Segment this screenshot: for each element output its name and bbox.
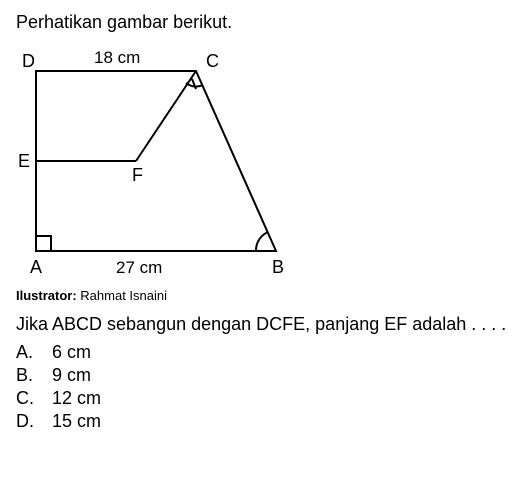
option-d: D. 15 cm — [16, 411, 507, 432]
option-letter: B. — [16, 365, 38, 386]
option-letter: C. — [16, 388, 38, 409]
option-c: C. 12 cm — [16, 388, 507, 409]
svg-text:27 cm: 27 cm — [116, 258, 162, 277]
option-text: 12 cm — [52, 388, 101, 409]
answer-options: A. 6 cm B. 9 cm C. 12 cm D. 15 cm — [16, 342, 507, 432]
svg-text:D: D — [22, 51, 35, 71]
illustrator-credit: Ilustrator: Rahmat Isnaini — [16, 288, 507, 303]
option-text: 9 cm — [52, 365, 91, 386]
svg-text:B: B — [272, 257, 284, 277]
svg-text:F: F — [132, 165, 143, 185]
option-letter: A. — [16, 342, 38, 363]
geometry-figure: A B C D E F 18 cm 27 cm — [16, 41, 507, 286]
option-text: 6 cm — [52, 342, 91, 363]
svg-text:A: A — [30, 257, 42, 277]
illustrator-name: Rahmat Isnaini — [80, 288, 167, 303]
question-text: Jika ABCD sebangun dengan DCFE, panjang … — [16, 313, 507, 336]
svg-text:C: C — [206, 51, 219, 71]
illustrator-label: Ilustrator: — [16, 288, 77, 303]
option-b: B. 9 cm — [16, 365, 507, 386]
svg-text:E: E — [18, 151, 30, 171]
svg-text:18 cm: 18 cm — [94, 48, 140, 67]
question-intro: Perhatikan gambar berikut. — [16, 12, 507, 33]
option-letter: D. — [16, 411, 38, 432]
option-a: A. 6 cm — [16, 342, 507, 363]
option-text: 15 cm — [52, 411, 101, 432]
